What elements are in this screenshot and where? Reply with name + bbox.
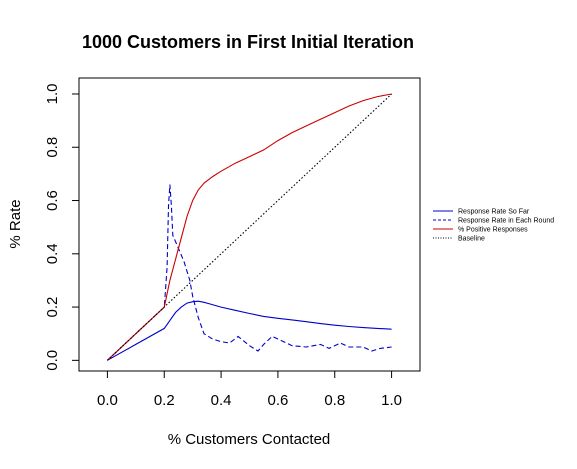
x-axis-label: % Customers Contacted [168, 431, 331, 448]
y-axis: 0.0 0.2 0.4 0.6 0.8 1.0 [44, 84, 80, 371]
legend-label: % Positive Responses [458, 227, 528, 234]
x-tick-label: 0.2 [154, 392, 175, 409]
x-tick-label: 1.0 [381, 392, 402, 409]
legend: Response Rate So Far Response Rate in Eac… [433, 209, 554, 243]
y-tick-label: 0.8 [44, 137, 61, 158]
series-line-2 [107, 184, 392, 361]
legend-label: Baseline [458, 236, 485, 243]
x-tick-label: 0.8 [324, 392, 345, 409]
x-tick-label: 0.6 [267, 392, 288, 409]
legend-label: Response Rate in Each Round [458, 218, 554, 225]
y-tick-label: 1.0 [44, 84, 61, 105]
y-axis-label: % Rate [7, 199, 24, 248]
y-tick-label: 0.6 [44, 190, 61, 211]
y-tick-label: 0.0 [44, 350, 61, 371]
series-layer [107, 93, 392, 361]
y-tick-label: 0.4 [44, 243, 61, 264]
legend-label: Response Rate So Far [458, 209, 530, 216]
y-tick-label: 0.2 [44, 297, 61, 318]
x-tick-label: 0.4 [211, 392, 232, 409]
chart-title: 1000 Customers in First Initial Iteratio… [82, 32, 414, 52]
plot-frame [78, 77, 421, 372]
series-line-1 [107, 300, 392, 361]
x-axis: 0.0 0.2 0.4 0.6 0.8 1.0 [97, 370, 402, 409]
series-line-3 [107, 93, 392, 361]
x-tick-label: 0.0 [97, 392, 118, 409]
